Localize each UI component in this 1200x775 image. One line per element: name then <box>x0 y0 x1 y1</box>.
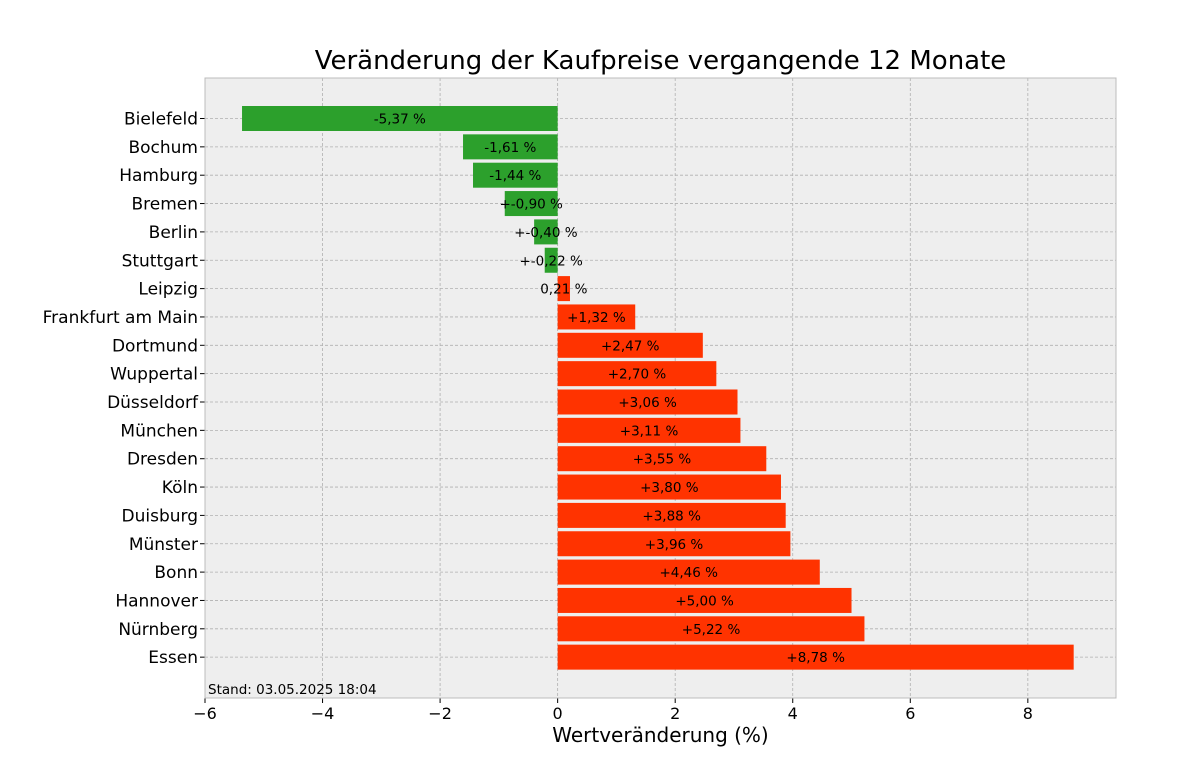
category-label: Bochum <box>128 138 198 158</box>
data-label: +3,96 % <box>645 537 704 553</box>
data-label: +1,32 % <box>567 310 626 326</box>
category-label: Dortmund <box>112 336 198 356</box>
bar <box>557 446 767 472</box>
bar <box>557 616 865 642</box>
data-label: +3,06 % <box>618 395 677 411</box>
category-label: München <box>120 421 198 441</box>
category-label: Hannover <box>115 591 198 611</box>
category-label: Frankfurt am Main <box>43 308 198 328</box>
data-label: 0,21 % <box>540 282 587 298</box>
category-label: Bonn <box>154 563 198 583</box>
x-tick-label: −2 <box>428 704 452 723</box>
category-label: Köln <box>162 478 198 498</box>
bar <box>557 276 570 302</box>
data-label: +5,00 % <box>675 593 734 609</box>
x-tick-label: 2 <box>670 704 680 723</box>
data-label: +8,78 % <box>786 650 845 666</box>
bar <box>557 502 786 528</box>
data-label: -1,61 % <box>484 140 536 156</box>
bar <box>544 247 558 273</box>
timestamp-annotation: Stand: 03.05.2025 18:04 <box>208 682 377 698</box>
data-label: +3,80 % <box>640 480 699 496</box>
bar <box>473 162 558 188</box>
x-tick-label: 6 <box>905 704 915 723</box>
bar <box>557 417 741 443</box>
bar <box>557 361 717 387</box>
category-label: Dresden <box>127 450 198 470</box>
bar <box>534 219 558 245</box>
data-label: +3,11 % <box>620 423 679 439</box>
data-label: +-0,90 % <box>500 197 564 213</box>
x-tick-label: −6 <box>193 704 217 723</box>
bar <box>463 134 558 160</box>
data-label: +3,88 % <box>642 508 701 524</box>
plot-frame <box>204 77 1117 699</box>
data-label: -1,44 % <box>489 168 541 184</box>
bar <box>242 106 558 131</box>
bar <box>557 304 636 330</box>
category-label: Duisburg <box>122 506 199 526</box>
category-label: Münster <box>129 535 198 555</box>
data-label: -5,37 % <box>374 112 426 128</box>
chart-title: Veränderung der Kaufpreise vergangende 1… <box>315 46 1007 76</box>
x-tick-label: −4 <box>311 704 335 723</box>
data-label: +3,55 % <box>633 452 692 468</box>
data-label: +2,70 % <box>608 367 667 383</box>
x-tick-label: 8 <box>1023 704 1033 723</box>
data-label: +5,22 % <box>682 622 741 638</box>
bar <box>557 332 703 358</box>
x-tick-label: 0 <box>553 704 563 723</box>
bar <box>557 531 791 557</box>
bar <box>557 474 781 500</box>
bar <box>504 191 558 217</box>
category-label: Nürnberg <box>118 620 198 640</box>
bar <box>557 389 738 415</box>
category-label: Berlin <box>149 223 198 243</box>
category-label: Bielefeld <box>124 110 198 130</box>
category-label: Bremen <box>131 195 198 215</box>
x-tick-label: 4 <box>788 704 798 723</box>
x-axis-label: Wertveränderung (%) <box>552 723 769 747</box>
data-label: +-0,40 % <box>514 225 578 241</box>
category-label: Leipzig <box>138 280 198 300</box>
bar <box>557 559 820 585</box>
category-label: Stuttgart <box>122 251 199 271</box>
category-label: Düsseldorf <box>107 393 199 413</box>
category-label: Essen <box>148 648 198 668</box>
category-label: Wuppertal <box>110 365 198 385</box>
data-label: +-0,22 % <box>519 253 583 269</box>
bar <box>557 587 852 613</box>
data-label: +2,47 % <box>601 338 660 354</box>
data-label: +4,46 % <box>659 565 718 581</box>
bar <box>557 644 1074 670</box>
category-label: Hamburg <box>119 166 198 186</box>
